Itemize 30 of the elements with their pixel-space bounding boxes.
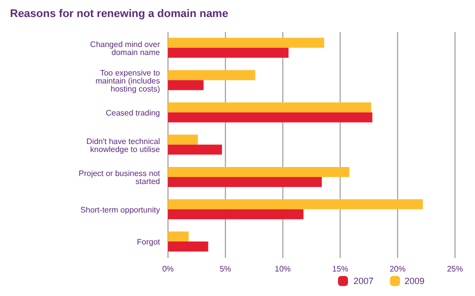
x-tick-label: 0%: [162, 264, 174, 274]
y-tick-label: Project or business not started: [78, 169, 161, 186]
bar: [168, 48, 289, 58]
bar: [168, 176, 322, 187]
legend-label: 2009: [404, 276, 425, 286]
y-tick-label: Ceased trading: [106, 108, 160, 118]
chart-title: Reasons for not renewing a domain name: [10, 8, 230, 22]
x-tick-label: 15%: [332, 264, 348, 274]
bar: [168, 242, 208, 252]
y-tick-label: Short-term opportunity: [80, 205, 160, 214]
bar: [168, 112, 372, 122]
x-tick-label: 5%: [220, 264, 232, 274]
bar: [168, 144, 222, 155]
bar: [168, 38, 324, 48]
x-tick-label: 20%: [390, 264, 406, 274]
bar: [168, 70, 256, 80]
y-tick-label: Too expensive to maintain (includes hosting costs): [96, 68, 161, 94]
y-tick-label: Changed mind over domain name: [90, 40, 161, 57]
bar: [168, 232, 189, 242]
bar: [168, 166, 350, 177]
x-tick-label: 25%: [446, 264, 464, 274]
bar: [168, 80, 204, 90]
x-tick-label: 10%: [274, 264, 291, 274]
y-tick-label: Forgot: [136, 238, 161, 247]
bar: [168, 134, 198, 145]
bar: [168, 199, 423, 210]
y-tick-label: Didn't have technical knowledge to utilise: [86, 136, 161, 154]
bar: [168, 209, 304, 220]
bar: [168, 102, 372, 112]
legend-label: 2007: [353, 276, 374, 286]
